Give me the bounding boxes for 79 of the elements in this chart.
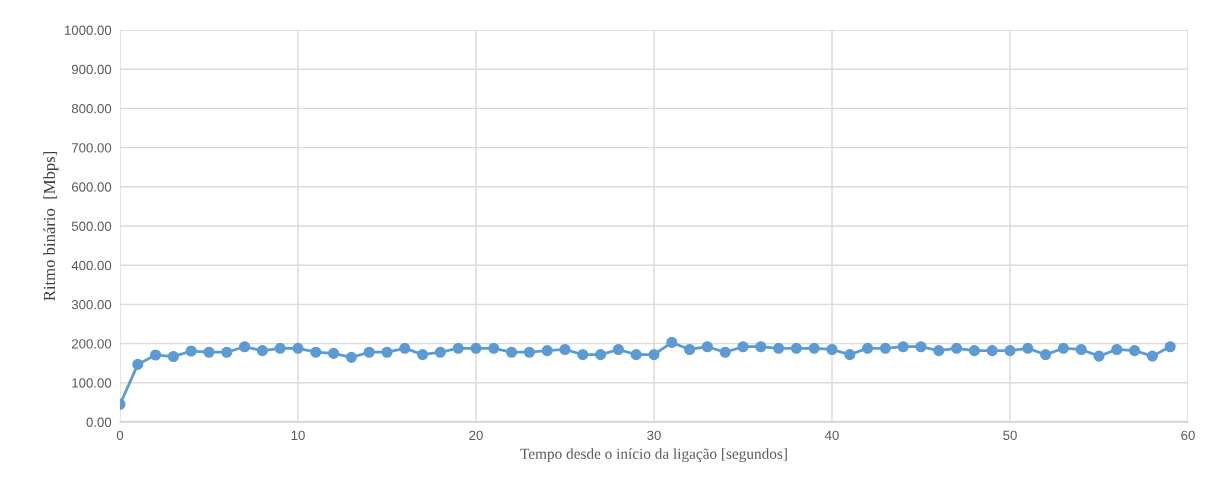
- point: [417, 349, 429, 361]
- point: [541, 345, 553, 357]
- point: [630, 349, 642, 361]
- x-tick-label: 10: [291, 430, 305, 441]
- point: [862, 342, 874, 354]
- y-tick-label: 800.00: [71, 103, 112, 114]
- point: [1004, 345, 1016, 357]
- y-tick-label: 300.00: [71, 299, 112, 310]
- point: [933, 345, 945, 357]
- y-tick-label: 200.00: [71, 339, 112, 349]
- point: [523, 346, 535, 358]
- y-tick-label: 100.00: [72, 378, 112, 388]
- point: [1093, 350, 1105, 362]
- point: [666, 336, 678, 348]
- point: [612, 343, 624, 356]
- y-tick-label: 600.00: [71, 182, 112, 192]
- point: [879, 342, 891, 354]
- point: [986, 345, 998, 357]
- point: [1075, 343, 1087, 356]
- point: [773, 342, 785, 354]
- point: [1040, 349, 1052, 361]
- point: [701, 341, 713, 353]
- y-tick-label: 700.00: [71, 143, 112, 153]
- point: [256, 345, 268, 357]
- point: [345, 351, 357, 363]
- x-axis-title: Tempo desde o início da ligação [segundos]: [520, 448, 787, 463]
- point: [434, 346, 446, 358]
- point: [506, 346, 518, 358]
- x-tick-label: 20: [469, 430, 483, 441]
- point: [648, 349, 660, 361]
- point: [559, 343, 571, 356]
- point: [150, 349, 162, 361]
- x-tick-label: 40: [824, 430, 839, 441]
- point: [310, 346, 322, 358]
- point: [951, 342, 963, 354]
- point: [915, 341, 927, 353]
- point: [452, 342, 464, 354]
- point: [381, 346, 393, 358]
- point: [239, 341, 251, 353]
- point: [755, 341, 767, 353]
- point: [488, 342, 500, 354]
- point: [844, 349, 856, 361]
- point: [1129, 345, 1141, 357]
- point: [595, 349, 607, 361]
- point: [1146, 350, 1158, 362]
- x-tick-label: 30: [647, 430, 661, 441]
- point: [363, 346, 375, 358]
- point: [221, 346, 233, 358]
- y-tick-label: 1000.00: [64, 25, 112, 35]
- point: [826, 343, 838, 356]
- point: [274, 342, 286, 354]
- point: [719, 346, 731, 358]
- y-tick-label: 0.00: [86, 417, 112, 427]
- x-tick-label: 0: [116, 430, 124, 441]
- point: [292, 342, 304, 354]
- point: [328, 347, 340, 359]
- point: [167, 350, 179, 363]
- point: [897, 341, 909, 353]
- point: [1022, 342, 1034, 354]
- point: [1111, 343, 1123, 356]
- point: [203, 346, 215, 358]
- point: [470, 342, 482, 354]
- point: [132, 358, 144, 370]
- point: [790, 342, 802, 354]
- x-tick-label: 50: [1003, 430, 1017, 441]
- y-tick-label: 900.00: [71, 64, 112, 75]
- point: [185, 345, 197, 357]
- point: [399, 342, 411, 354]
- point: [684, 343, 696, 356]
- point: [808, 342, 820, 354]
- point: [1057, 342, 1069, 354]
- y-tick-label: 400.00: [71, 260, 112, 271]
- y-tick-label: 500.00: [71, 221, 112, 231]
- point: [577, 349, 589, 361]
- point: [1164, 341, 1176, 353]
- point: [737, 341, 749, 353]
- point: [968, 345, 980, 357]
- x-tick-label: 60: [1181, 430, 1195, 441]
- y-axis-title: Ritmo binário [Mbps]: [43, 152, 59, 301]
